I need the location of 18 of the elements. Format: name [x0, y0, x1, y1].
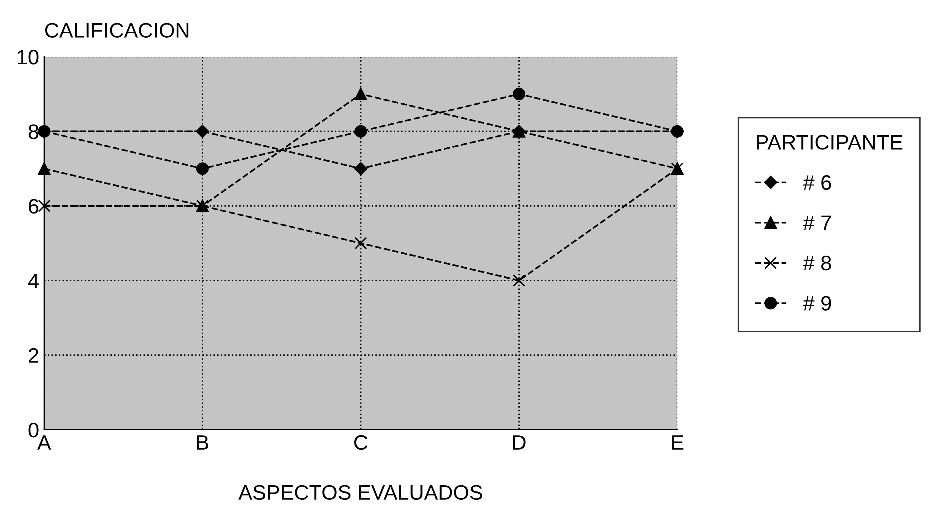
legend-label: # 9	[803, 296, 832, 311]
x-axis-title: ASPECTOS EVALUADOS	[238, 485, 482, 500]
legend-label: # 8	[803, 256, 832, 271]
x-tick-label: C	[354, 435, 368, 450]
y-tick-label: 8	[28, 124, 39, 140]
x-tick-label: A	[38, 436, 52, 450]
y-tick-label: 6	[29, 199, 39, 214]
legend-title: PARTICIPANTE	[757, 135, 903, 150]
x-tick-label: E	[672, 436, 684, 450]
y-tick-label: 0	[28, 422, 39, 438]
y-tick-label: 10	[18, 50, 39, 65]
legend-label: # 6	[803, 175, 832, 190]
legend-label: # 7	[803, 216, 832, 230]
y-tick-label: 4	[28, 274, 39, 288]
y-tick-label: 2	[29, 348, 39, 363]
y-axis-title: CALIFICACION	[45, 23, 189, 38]
x-tick-label: D	[513, 436, 526, 450]
x-tick-label: B	[197, 436, 209, 450]
